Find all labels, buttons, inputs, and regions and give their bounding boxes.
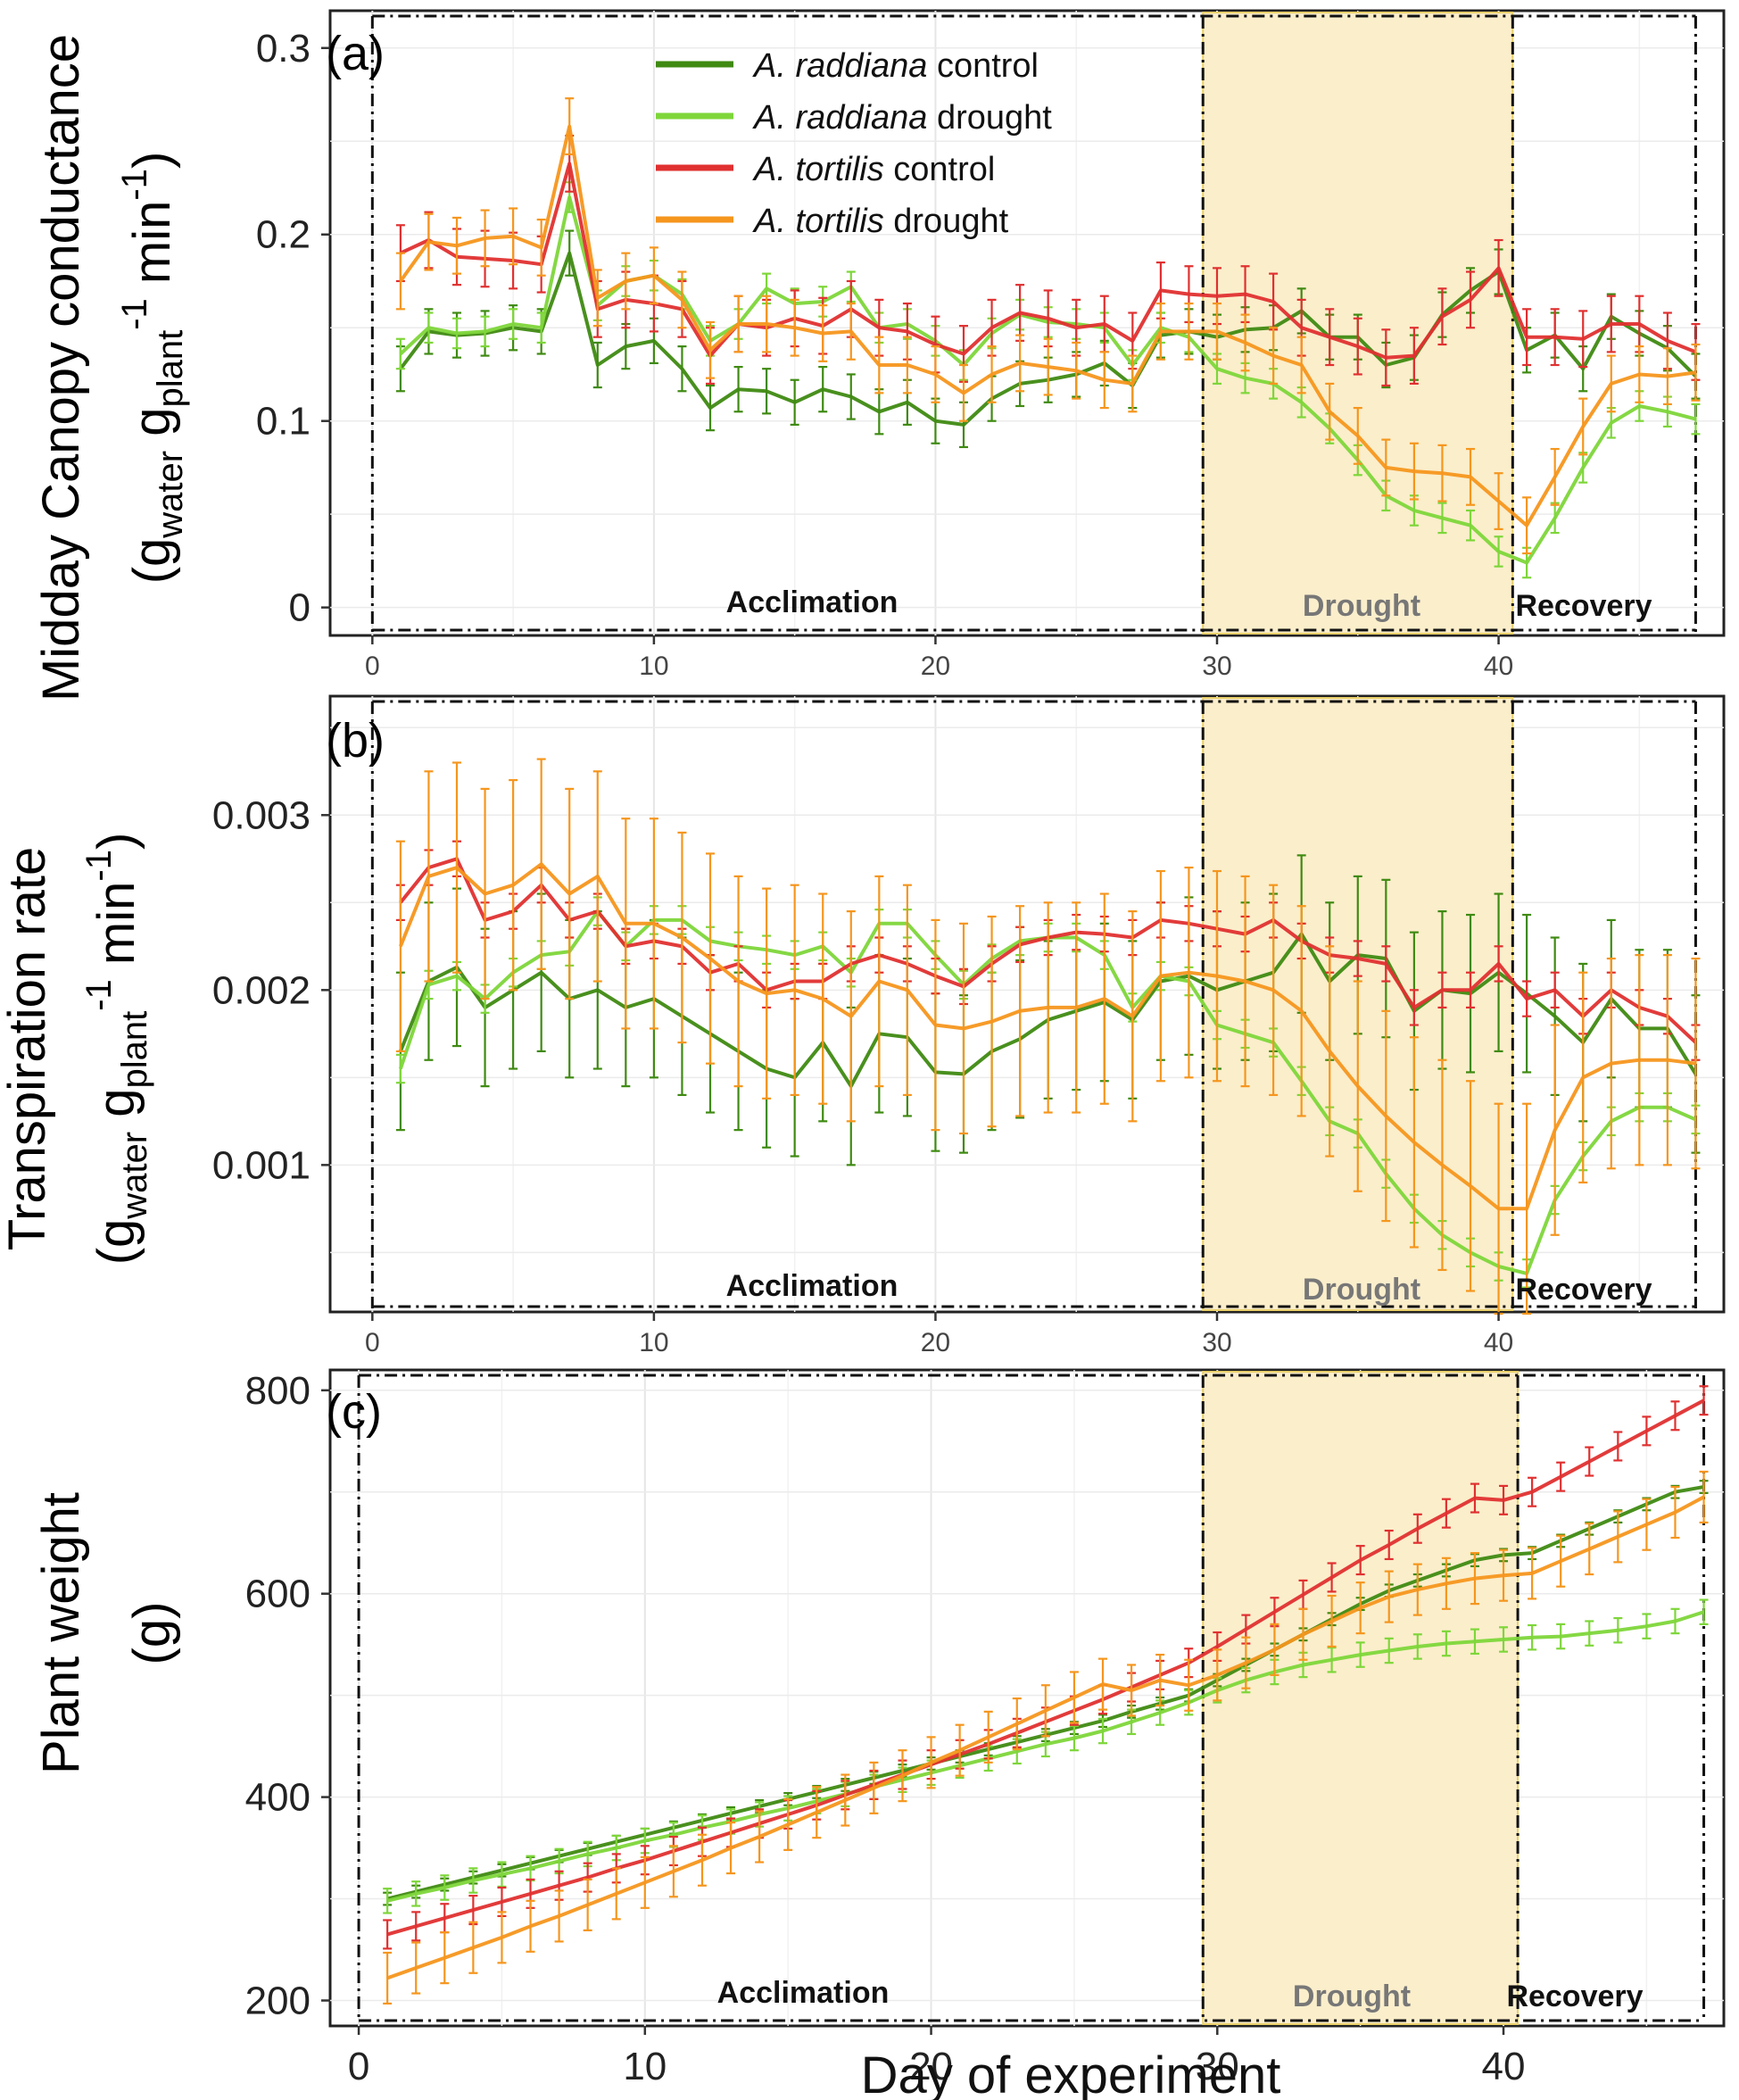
panel-b-phase-recovery: Recovery bbox=[1515, 1273, 1652, 1307]
legend-text-raddiana-control: A. raddiana control bbox=[752, 47, 1039, 85]
panel-a-phase-recovery: Recovery bbox=[1515, 589, 1652, 623]
panel-c-ytick-label: 400 bbox=[245, 1776, 311, 1820]
panel-a-phase-drought: Drought bbox=[1303, 589, 1420, 623]
panel-a-ytick-label: 0.3 bbox=[256, 27, 311, 71]
panel-b-y-ticks: 0.001 0.002 0.003 bbox=[212, 793, 330, 1187]
legend-text-tortilis-control: A. tortilis control bbox=[752, 151, 995, 188]
panel-b-xtick-label: 20 bbox=[921, 1328, 950, 1357]
panel-b-series bbox=[395, 758, 1701, 1316]
panel-b-xtick-label: 10 bbox=[639, 1328, 668, 1357]
panel-b-frame bbox=[328, 694, 1726, 1314]
panel-b-line-tor_d bbox=[399, 862, 1696, 1211]
panel-c-xtick-label: 30 bbox=[1196, 2045, 1239, 2088]
panel-c-xtick-label: 10 bbox=[623, 2045, 667, 2088]
panel-a-x-ticks: 0 10 20 30 40 bbox=[365, 635, 1513, 681]
legend-text-tortilis-drought: A. tortilis drought bbox=[752, 203, 1009, 240]
legend-item-tortilis-control: A. tortilis control bbox=[656, 151, 995, 188]
panel-c-phase-recovery: Recovery bbox=[1506, 1980, 1643, 2013]
legend: A. raddiana control A. raddiana drought … bbox=[656, 47, 1052, 240]
panel-a-xtick-label: 10 bbox=[639, 652, 668, 681]
x-axis-label: Day of experiment bbox=[861, 2046, 1281, 2100]
panel-c-y-ticks: 200 400 600 800 bbox=[245, 1369, 330, 2023]
legend-item-tortilis-drought: A. tortilis drought bbox=[656, 203, 1009, 240]
panel-b-xtick-label: 30 bbox=[1202, 1328, 1231, 1357]
panel-c-series bbox=[383, 1385, 1709, 2005]
panel-c-ylabel: Plant weight bbox=[32, 1492, 90, 1774]
panel-c-xtick-label: 0 bbox=[348, 2045, 369, 2088]
panel-a-ytick-label: 0.1 bbox=[256, 400, 311, 444]
panel-b-ylabel-units: (gwater gplant-1 min-1) bbox=[79, 833, 154, 1266]
panel-b-ytick-label: 0.002 bbox=[212, 968, 311, 1012]
panel-b-xtick-label: 40 bbox=[1484, 1328, 1513, 1357]
panel-c: 200 400 600 800 0 10 20 30 40 (c) Acclimation D… bbox=[32, 1368, 1726, 2100]
panel-c-phase-acclimation: Acclimation bbox=[717, 1976, 890, 2010]
panel-a-xtick-label: 40 bbox=[1484, 652, 1513, 681]
panel-c-line-tor_d bbox=[386, 1495, 1705, 1980]
panel-c-ytick-label: 600 bbox=[245, 1573, 311, 1616]
panel-a-label: (a) bbox=[326, 27, 385, 80]
panel-a-phase-acclimation: Acclimation bbox=[726, 585, 898, 619]
panel-b-ytick-label: 0.003 bbox=[212, 793, 311, 837]
panel-a-y-ticks: 0 0.1 0.2 0.3 bbox=[256, 27, 330, 630]
panel-b-label: (b) bbox=[326, 714, 385, 768]
panel-a-series bbox=[395, 97, 1701, 579]
panel-a-line-tor_d bbox=[399, 124, 1696, 527]
panel-b-x-ticks: 0 10 20 30 40 bbox=[365, 1312, 1513, 1357]
legend-text-raddiana-drought: A. raddiana drought bbox=[752, 99, 1052, 137]
panel-b: 0.001 0.002 0.003 0 10 20 30 40 (b) Acclimatio… bbox=[0, 694, 1726, 1357]
panel-c-xtick-label: 40 bbox=[1482, 2045, 1526, 2088]
panel-a-xtick-label: 0 bbox=[365, 652, 380, 681]
panel-a-xtick-label: 20 bbox=[921, 652, 950, 681]
panel-a-ytick-label: 0.2 bbox=[256, 213, 311, 257]
legend-item-raddiana-drought: A. raddiana drought bbox=[656, 99, 1052, 137]
panel-c-drought-band bbox=[1202, 1371, 1520, 2025]
panel-a: 0 0.1 0.2 0.3 0 10 20 30 40 (a) Acclimation Dro… bbox=[32, 9, 1726, 701]
panel-a-line-tor_c bbox=[400, 162, 1697, 360]
panel-c-line-rad_d bbox=[386, 1610, 1705, 1903]
panel-c-label: (c) bbox=[326, 1385, 382, 1439]
panel-b-ylabel: Transpiration rate bbox=[0, 847, 56, 1250]
panel-a-ylabel-units: (gwater gplant-1 min-1) bbox=[115, 152, 190, 585]
panel-a-xtick-label: 30 bbox=[1202, 652, 1231, 681]
panel-b-phase-drought: Drought bbox=[1303, 1273, 1420, 1307]
panel-a-ylabel: Midday Canopy conductance bbox=[32, 34, 90, 701]
panel-c-ytick-label: 200 bbox=[245, 1980, 311, 2023]
panel-c-ylabel-units: (g) bbox=[123, 1602, 181, 1665]
legend-item-raddiana-control: A. raddiana control bbox=[656, 47, 1039, 85]
panel-c-phase-drought: Drought bbox=[1293, 1980, 1411, 2013]
panel-c-xtick-label: 20 bbox=[909, 2045, 953, 2088]
panel-b-phase-acclimation: Acclimation bbox=[726, 1269, 898, 1303]
panel-c-ytick-label: 800 bbox=[245, 1369, 311, 1413]
panel-b-xtick-label: 0 bbox=[365, 1328, 380, 1357]
panel-b-ytick-label: 0.001 bbox=[212, 1143, 311, 1187]
panel-c-x-ticks: 0 10 20 30 40 bbox=[348, 2026, 1526, 2088]
panel-a-ytick-label: 0 bbox=[289, 586, 311, 630]
